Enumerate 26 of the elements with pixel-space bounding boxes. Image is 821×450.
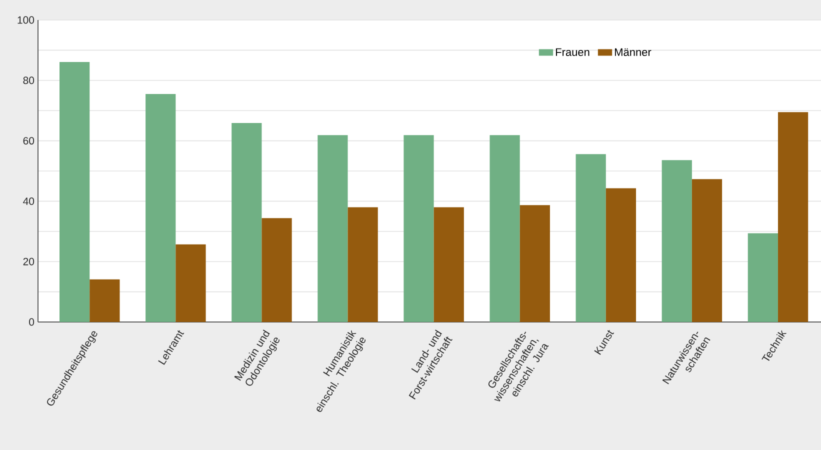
bar [778, 112, 808, 322]
bar [176, 244, 206, 322]
legend-label: Männer [614, 48, 652, 56]
bar [348, 207, 378, 322]
y-tick-label: 60 [23, 137, 34, 145]
bar [748, 233, 778, 322]
bar [434, 207, 464, 322]
bar [576, 154, 606, 322]
bar [606, 188, 636, 322]
bar [90, 279, 120, 322]
y-tick-label: 80 [23, 76, 34, 84]
bar [232, 122, 262, 322]
legend-label: Frauen [556, 48, 590, 56]
bar [146, 94, 176, 322]
bar [490, 135, 520, 322]
y-tick-label: 20 [23, 258, 34, 266]
bar [262, 218, 292, 322]
bar [404, 135, 434, 322]
bar [662, 160, 692, 322]
bar [520, 205, 550, 322]
y-tick-label: 40 [23, 197, 34, 205]
y-tick-label: 100 [18, 16, 34, 24]
bar [318, 135, 348, 322]
bar [60, 62, 90, 322]
y-tick-label: 0 [29, 318, 34, 326]
bar [692, 179, 722, 322]
